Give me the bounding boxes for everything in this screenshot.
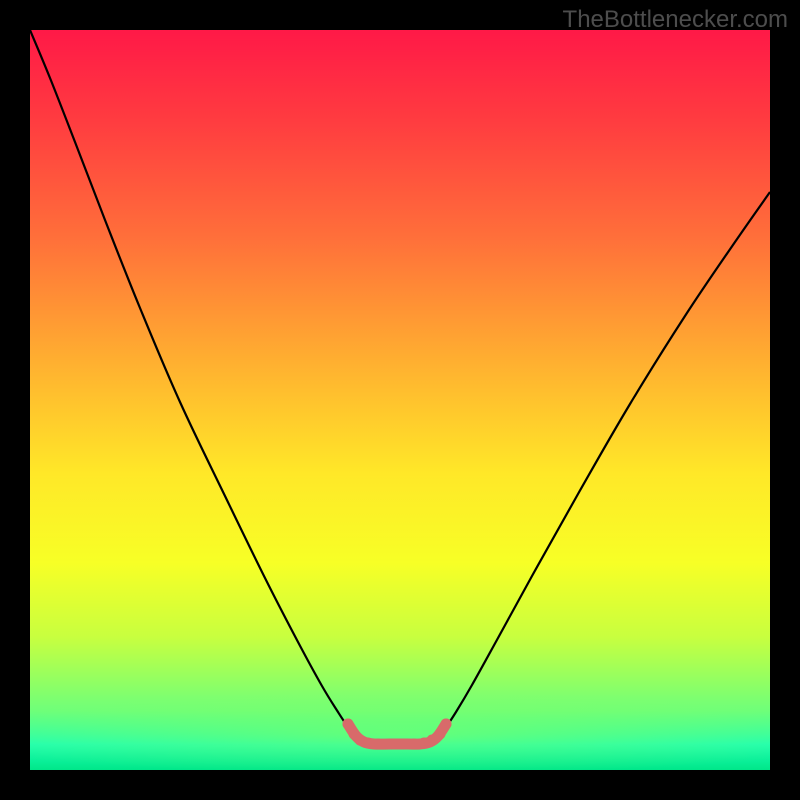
basin-marker-dot [385, 739, 396, 750]
basin-marker-dot [441, 719, 452, 730]
basin-marker-dot [343, 719, 354, 730]
basin-marker-dot [373, 739, 384, 750]
chart-frame: TheBottlenecker.com [0, 0, 800, 800]
basin-marker-dot [363, 738, 374, 749]
gradient-background [30, 30, 770, 770]
basin-marker-dot [397, 739, 408, 750]
plot-svg [30, 30, 770, 770]
basin-marker-dot [409, 739, 420, 750]
green-glow [30, 694, 770, 770]
basin-marker-dot [435, 729, 446, 740]
